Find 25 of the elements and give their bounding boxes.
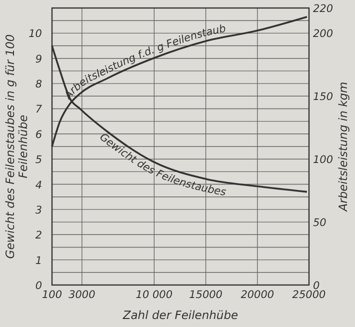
y-tick-label: 2 [35, 230, 42, 242]
y-tick-label: 10 [28, 28, 42, 40]
y2-tick-label: 220 [313, 3, 334, 15]
y-tick-label: 8 [35, 78, 42, 91]
y-tick-label: 9 [35, 53, 42, 66]
x-axis-title: Zahl der Feilenhübe [122, 308, 238, 322]
y-tick-label: 5 [35, 154, 42, 166]
y2-tick-label: 150 [313, 91, 334, 104]
y2-tick-label: 200 [313, 28, 334, 40]
x-tick-label: 10 000 [136, 289, 173, 301]
x-tick-label: 3000 [68, 289, 96, 301]
y-tick-label: 0 [35, 280, 42, 292]
x-tick-label: 25000 [292, 289, 326, 301]
y-tick-label: 3 [35, 204, 42, 216]
y-tick-label: 6 [35, 128, 42, 141]
y2-tick-label: 100 [313, 154, 334, 166]
y2-tick-label: 50 [313, 217, 327, 230]
x-tick-label: 15000 [189, 289, 223, 301]
x-tick-label: 20000 [240, 289, 274, 301]
y-tick-label: 1 [35, 254, 42, 267]
y-tick-label: 4 [35, 179, 42, 192]
y-tick-label: 7 [35, 104, 42, 116]
x-tick-label: 100 [42, 289, 62, 301]
y-axis-title: Gewicht des Feilenstaubes in g für 100 Feilenhübe [3, 34, 30, 259]
y2-axis-title: Arbeitsleistung in kgm [336, 82, 350, 212]
